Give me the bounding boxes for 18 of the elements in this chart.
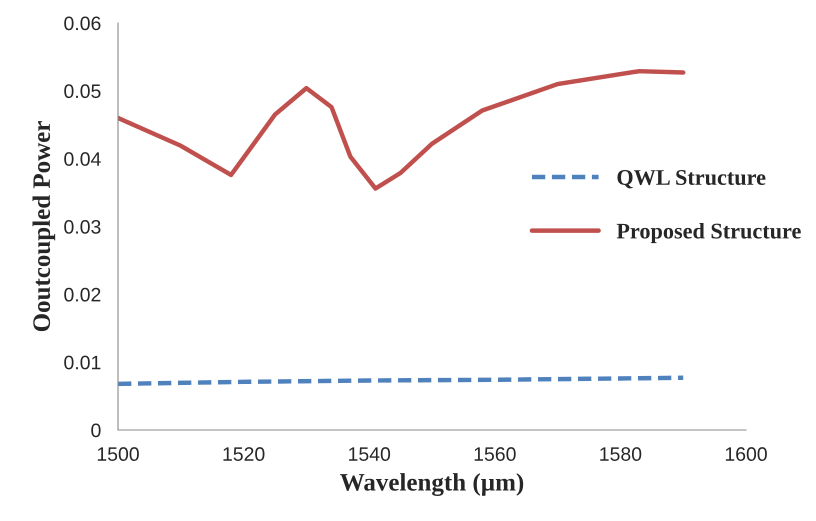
x-tick-label: 1580 — [600, 447, 642, 461]
x-tick-label: 1520 — [223, 447, 264, 461]
y-tick-label: 0.05 — [64, 84, 101, 98]
legend-label: QWL Structure — [617, 170, 766, 188]
y-tick-label: 0.02 — [64, 288, 100, 302]
line-series — [118, 376, 686, 386]
y-tick-label: 0 — [91, 423, 101, 438]
legend-label: Proposed Structure — [616, 222, 801, 244]
x-tick-label: 1500 — [98, 447, 139, 461]
y-tick-label: 0.06 — [64, 16, 100, 30]
x-axis-title: Wavelength (µm) — [340, 473, 524, 496]
y-axis-title: Ooutcoupled Power — [32, 121, 56, 332]
y-tick-label: 0.01 — [64, 356, 100, 370]
x-tick-label: 1600 — [726, 447, 767, 461]
x-tick-label: 1560 — [474, 447, 516, 461]
y-tick-label: 0.03 — [64, 220, 100, 234]
x-tick-label: 1540 — [349, 447, 390, 461]
y-tick-label: 0.04 — [64, 152, 101, 166]
